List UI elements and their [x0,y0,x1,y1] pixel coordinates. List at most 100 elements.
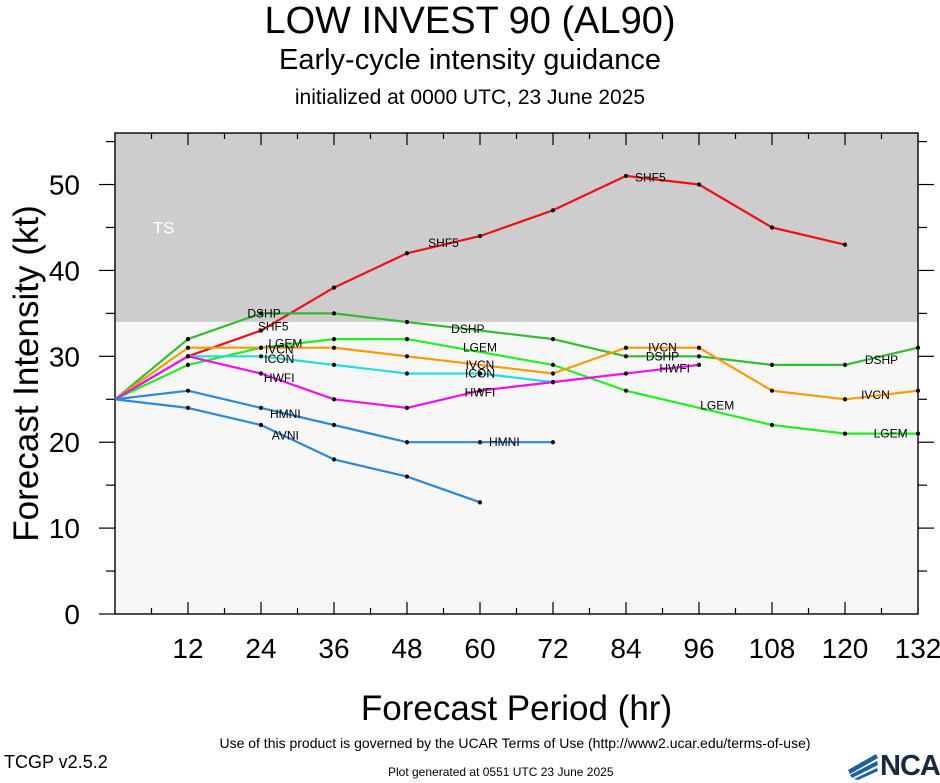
point-avni [185,405,191,410]
point-dshp [842,362,848,368]
y-tick-label: 40 [49,255,80,286]
point-hwfi [331,397,337,402]
point-ivcn [331,345,337,350]
point-hwfi [477,388,483,393]
point-lgem [915,431,921,436]
chart-subtitle: Early-cycle intensity guidance [278,44,661,76]
x-tick-label: 24 [245,633,276,664]
x-tick-label: 96 [683,633,714,664]
point-hwfi [404,405,410,410]
x-tick-label: 36 [318,633,349,664]
series-label-lgem: LGEM [268,336,302,350]
point-hmni [477,440,483,445]
x-axis-label: Forecast Period (hr) [361,689,672,728]
x-tick-label: 132 [895,633,940,664]
series-label-hwfi: HWFI [264,371,295,385]
point-lgem [842,431,848,436]
band-ts [115,133,918,322]
point-icon [331,362,337,368]
point-dshp [550,337,556,342]
terms-of-use: Use of this product is governed by the U… [219,735,811,751]
point-ivcn [550,371,556,376]
series-label-shf5: SHF5 [635,171,666,185]
point-dshp [258,311,264,316]
point-dshp [404,319,410,325]
series-label-shf5: SHF5 [428,236,459,250]
x-tick-label: 84 [610,633,641,664]
point-avni [477,500,483,505]
point-hwfi [550,379,556,385]
point-shf5 [842,242,848,247]
intensity-chart: TS 12 24 36 48 60 72 84 96 108 120 132 Forecast Per… [7,132,940,728]
series-label-shf5: SHF5 [258,319,289,333]
series-label-ivcn: IVCN [861,388,890,402]
x-tick-label: 12 [172,633,203,664]
init-time: initialized at 0000 UTC, 23 June 2025 [294,86,646,109]
point-ivcn [769,388,775,393]
point-shf5 [331,285,337,290]
series-label-icon: ICON [465,367,495,381]
point-lgem [185,362,191,368]
version-label: TCGP v2.5.2 [4,752,108,772]
point-dshp [623,354,629,359]
point-dshp [915,345,921,350]
point-icon [404,371,410,376]
point-shf5 [258,328,264,333]
x-tick-label: 48 [391,633,422,664]
ncar-logo: NCAR [846,750,940,782]
series-label-dshp: DSHP [646,349,679,363]
point-hmni [258,405,264,410]
series-label-dshp: DSHP [247,306,280,320]
y-tick-label: 30 [49,341,80,372]
y-tick-label: 0 [64,599,80,630]
point-shf5 [696,182,702,187]
series-label-ivcn: IVCN [648,341,677,355]
point-icon [258,354,264,359]
point-ivcn [915,388,921,393]
x-tick-label: 60 [464,633,495,664]
ncar-logo-icon [848,754,878,780]
point-avni [258,422,264,428]
series-label-ivcn: IVCN [466,358,495,372]
point-avni [331,457,337,462]
series-label-lgem: LGEM [463,341,497,355]
point-lgem [404,337,410,342]
point-ivcn [258,345,264,350]
series-label-hwfi: HWFI [465,385,496,399]
point-dshp [331,311,337,316]
point-lgem [769,422,775,428]
point-hwfi [185,354,191,359]
x-tick-label: 72 [537,633,568,664]
series-label-ivcn: IVCN [265,342,294,356]
point-hwfi [258,371,264,376]
point-ivcn [696,345,702,350]
band-label-ts: TS [153,218,175,237]
series-label-lgem: LGEM [700,398,734,412]
point-hwfi [696,362,702,368]
point-shf5 [550,208,556,213]
point-hmni [404,440,410,445]
series-label-hwfi: HWFI [659,361,690,375]
point-lgem [623,388,629,393]
series-label-icon: ICON [264,352,294,366]
x-tick-label: 108 [749,633,796,664]
series-label-avni: AVNI [272,428,299,442]
series-label-dshp: DSHP [865,353,898,367]
point-shf5 [769,225,775,230]
point-hmni [185,388,191,393]
point-lgem [550,362,556,368]
point-shf5 [623,173,629,179]
point-icon [477,371,483,376]
point-dshp [769,362,775,368]
point-ivcn [623,345,629,350]
point-lgem [331,337,337,342]
point-hmni [550,440,556,445]
y-tick-label: 20 [49,427,80,458]
point-hwfi [623,371,629,376]
point-ivcn [185,345,191,350]
point-ivcn [404,354,410,359]
series-label-lgem: LGEM [874,427,908,441]
plot-generated: Plot generated at 0551 UTC 23 June 2025 [388,765,614,779]
point-dshp [696,354,702,359]
series-label-hmni: HMNI [270,407,301,421]
